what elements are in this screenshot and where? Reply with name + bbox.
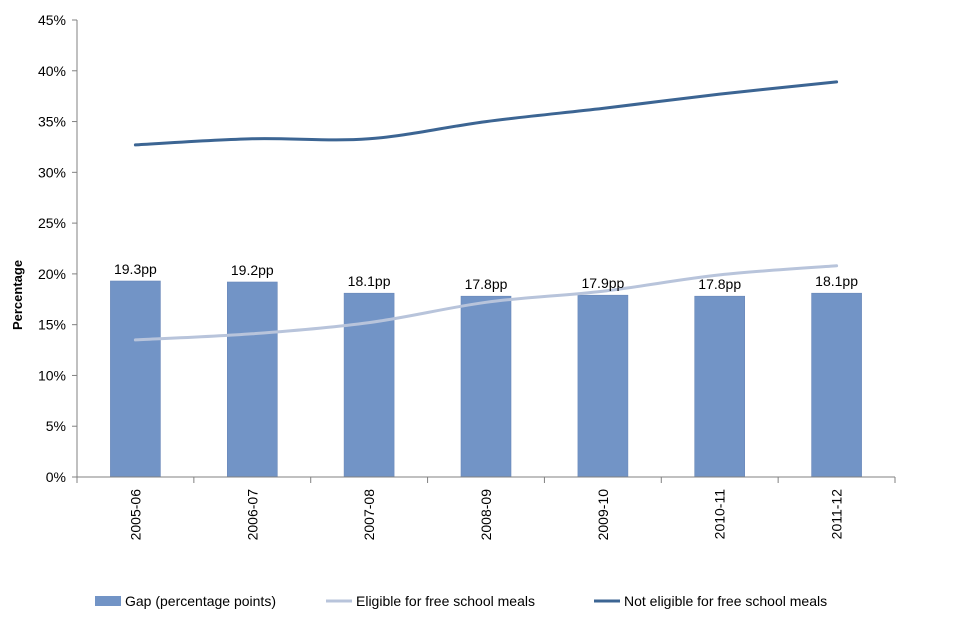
bar-2011-12: [811, 292, 862, 478]
data-label-2009-10: 17.9pp: [581, 275, 624, 291]
legend-item-0: Gap (percentage points): [95, 593, 276, 609]
legend-swatch: [95, 596, 121, 606]
y-tick-label: 10%: [38, 367, 66, 383]
data-labels-layer: 19.3pp 19.2pp 18.1pp 17.8pp 17.9pp 17.8pp 18.1…: [114, 261, 858, 292]
line-series-0: [133, 264, 839, 342]
y-tick-label: 0%: [46, 469, 66, 485]
data-label-2007-08: 18.1pp: [348, 273, 391, 289]
legend-item-1: Eligible for free school meals: [326, 593, 535, 609]
y-tick-label: 30%: [38, 164, 66, 180]
x-tick-label-2007-08: 2007-08: [361, 489, 377, 541]
bar-2008-09: [460, 295, 512, 478]
data-label-2006-07: 19.2pp: [231, 262, 274, 278]
x-tick-label-2006-07: 2006-07: [244, 489, 260, 541]
lines-layer: [133, 80, 839, 342]
bar-2006-07: [227, 281, 278, 478]
x-tick-label-2011-12: 2011-12: [829, 489, 845, 540]
data-label-2005-06: 19.3pp: [114, 261, 157, 277]
bar-2005-06: [110, 280, 161, 478]
y-tick-label: 40%: [38, 63, 66, 79]
y-tick-label: 35%: [38, 114, 66, 130]
y-tick-label: 15%: [38, 317, 66, 333]
axes-layer: 0% 5% 10% 15% 20% 25% 30% 35% 40% 45% 2005-06 2006-…: [38, 12, 896, 541]
y-tick-label: 20%: [38, 266, 66, 282]
legend: Gap (percentage points) Eligible for free…: [95, 593, 827, 609]
legend-label: Not eligible for free school meals: [624, 593, 827, 609]
line-series-1: [133, 80, 839, 147]
data-label-2010-11: 17.8pp: [698, 276, 741, 292]
bar-2010-11: [694, 295, 746, 478]
y-tick-label: 25%: [38, 215, 66, 231]
data-label-2011-12: 18.1pp: [815, 273, 858, 289]
bars-layer: [110, 280, 862, 478]
legend-label: Eligible for free school meals: [356, 593, 535, 609]
y-tick-label: 5%: [46, 418, 66, 434]
x-tick-label-2009-10: 2009-10: [595, 489, 611, 541]
x-tick-label-2010-11: 2010-11: [712, 489, 728, 540]
legend-item-2: Not eligible for free school meals: [594, 593, 827, 609]
data-label-2008-09: 17.8pp: [465, 276, 508, 292]
y-axis-title: Percentage: [10, 260, 25, 330]
legend-label: Gap (percentage points): [125, 593, 276, 609]
y-tick-label: 45%: [38, 12, 66, 28]
x-tick-label-2008-09: 2008-09: [478, 489, 494, 541]
x-tick-label-2005-06: 2005-06: [127, 489, 143, 541]
bar-2009-10: [577, 294, 629, 478]
